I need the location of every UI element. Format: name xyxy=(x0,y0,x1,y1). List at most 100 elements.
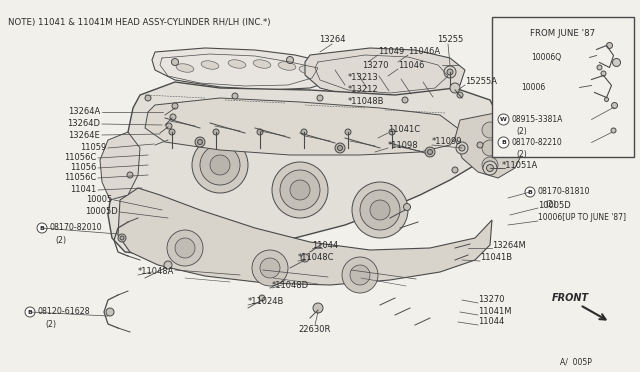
Text: 10005: 10005 xyxy=(86,196,112,205)
Circle shape xyxy=(337,145,342,151)
Circle shape xyxy=(605,97,609,102)
Text: *11048C: *11048C xyxy=(298,253,335,263)
Text: 11059: 11059 xyxy=(80,144,106,153)
Text: 13270: 13270 xyxy=(478,295,504,305)
Text: *11051A: *11051A xyxy=(502,160,538,170)
Text: 08170-81810: 08170-81810 xyxy=(538,187,591,196)
Text: 11044: 11044 xyxy=(478,317,504,327)
Text: (2): (2) xyxy=(45,320,56,328)
Polygon shape xyxy=(145,98,460,155)
Circle shape xyxy=(301,129,307,135)
Circle shape xyxy=(287,57,294,64)
Circle shape xyxy=(106,308,114,316)
Circle shape xyxy=(260,258,280,278)
Circle shape xyxy=(477,142,483,148)
Text: 13264M: 13264M xyxy=(492,241,525,250)
Circle shape xyxy=(259,295,265,301)
Circle shape xyxy=(342,257,378,293)
Text: 13264E: 13264E xyxy=(68,131,100,140)
Text: (2): (2) xyxy=(516,127,527,136)
Text: 10006[UP TO JUNE '87]: 10006[UP TO JUNE '87] xyxy=(538,214,626,222)
Polygon shape xyxy=(108,82,500,255)
Text: FRONT: FRONT xyxy=(552,293,589,303)
Text: 13264A: 13264A xyxy=(68,108,100,116)
Text: B: B xyxy=(501,140,506,145)
Circle shape xyxy=(127,172,133,178)
Text: *11048A: *11048A xyxy=(138,267,174,276)
Polygon shape xyxy=(305,48,465,100)
Circle shape xyxy=(612,102,618,109)
Circle shape xyxy=(611,128,616,133)
Circle shape xyxy=(498,114,509,125)
Text: 08120-61628: 08120-61628 xyxy=(38,308,91,317)
Circle shape xyxy=(213,129,219,135)
Circle shape xyxy=(403,203,410,211)
Text: 15255: 15255 xyxy=(437,35,463,45)
Text: 11046: 11046 xyxy=(398,61,424,71)
Circle shape xyxy=(525,187,535,197)
Text: 10005D: 10005D xyxy=(538,201,571,209)
Circle shape xyxy=(350,265,370,285)
Ellipse shape xyxy=(253,60,271,68)
Text: *13212: *13212 xyxy=(348,86,379,94)
Circle shape xyxy=(444,66,456,78)
Polygon shape xyxy=(118,188,492,285)
Circle shape xyxy=(167,230,203,266)
Text: *11098: *11098 xyxy=(388,141,419,150)
Circle shape xyxy=(232,93,238,99)
Circle shape xyxy=(456,142,468,154)
Text: (2): (2) xyxy=(55,235,66,244)
Circle shape xyxy=(428,150,433,154)
Circle shape xyxy=(482,122,498,138)
Circle shape xyxy=(198,140,202,144)
Polygon shape xyxy=(100,132,140,200)
Text: 10006: 10006 xyxy=(522,83,546,92)
Text: *11048B: *11048B xyxy=(348,97,385,106)
Circle shape xyxy=(169,129,175,135)
Circle shape xyxy=(482,140,498,156)
Circle shape xyxy=(450,83,460,93)
Polygon shape xyxy=(455,112,525,178)
Text: 11056C: 11056C xyxy=(64,154,96,163)
Text: 13270: 13270 xyxy=(362,61,388,71)
Text: 11041B: 11041B xyxy=(480,253,512,263)
Circle shape xyxy=(483,161,497,175)
Text: 08170-82210: 08170-82210 xyxy=(511,138,563,147)
Circle shape xyxy=(166,123,172,129)
Text: *11099: *11099 xyxy=(432,138,463,147)
Ellipse shape xyxy=(228,60,246,68)
Text: 11041: 11041 xyxy=(70,186,96,195)
Circle shape xyxy=(313,303,323,313)
Circle shape xyxy=(486,164,493,171)
Text: 15255A: 15255A xyxy=(465,77,497,87)
Circle shape xyxy=(172,58,179,65)
Circle shape xyxy=(317,95,323,101)
Polygon shape xyxy=(152,48,340,90)
Circle shape xyxy=(352,182,408,238)
Circle shape xyxy=(389,129,395,135)
Circle shape xyxy=(290,180,310,200)
Text: 11056: 11056 xyxy=(70,164,96,173)
Circle shape xyxy=(459,145,465,151)
Text: *13213: *13213 xyxy=(348,74,379,83)
Circle shape xyxy=(195,137,205,147)
Circle shape xyxy=(345,129,351,135)
Circle shape xyxy=(335,143,345,153)
Circle shape xyxy=(200,145,240,185)
Text: 11041M: 11041M xyxy=(478,308,511,317)
Text: (2): (2) xyxy=(545,199,556,208)
Circle shape xyxy=(145,95,151,101)
Text: (2): (2) xyxy=(516,150,527,159)
Text: 10005D: 10005D xyxy=(85,208,118,217)
Circle shape xyxy=(192,137,248,193)
Text: 11041C: 11041C xyxy=(388,125,420,135)
Text: FROM JUNE '87: FROM JUNE '87 xyxy=(530,29,595,38)
Circle shape xyxy=(607,42,612,48)
Circle shape xyxy=(120,236,124,240)
Circle shape xyxy=(457,92,463,98)
Text: B: B xyxy=(527,189,532,195)
Bar xyxy=(492,17,634,157)
Circle shape xyxy=(452,167,458,173)
Text: 11044: 11044 xyxy=(312,241,339,250)
Text: A/  005P: A/ 005P xyxy=(560,357,592,366)
